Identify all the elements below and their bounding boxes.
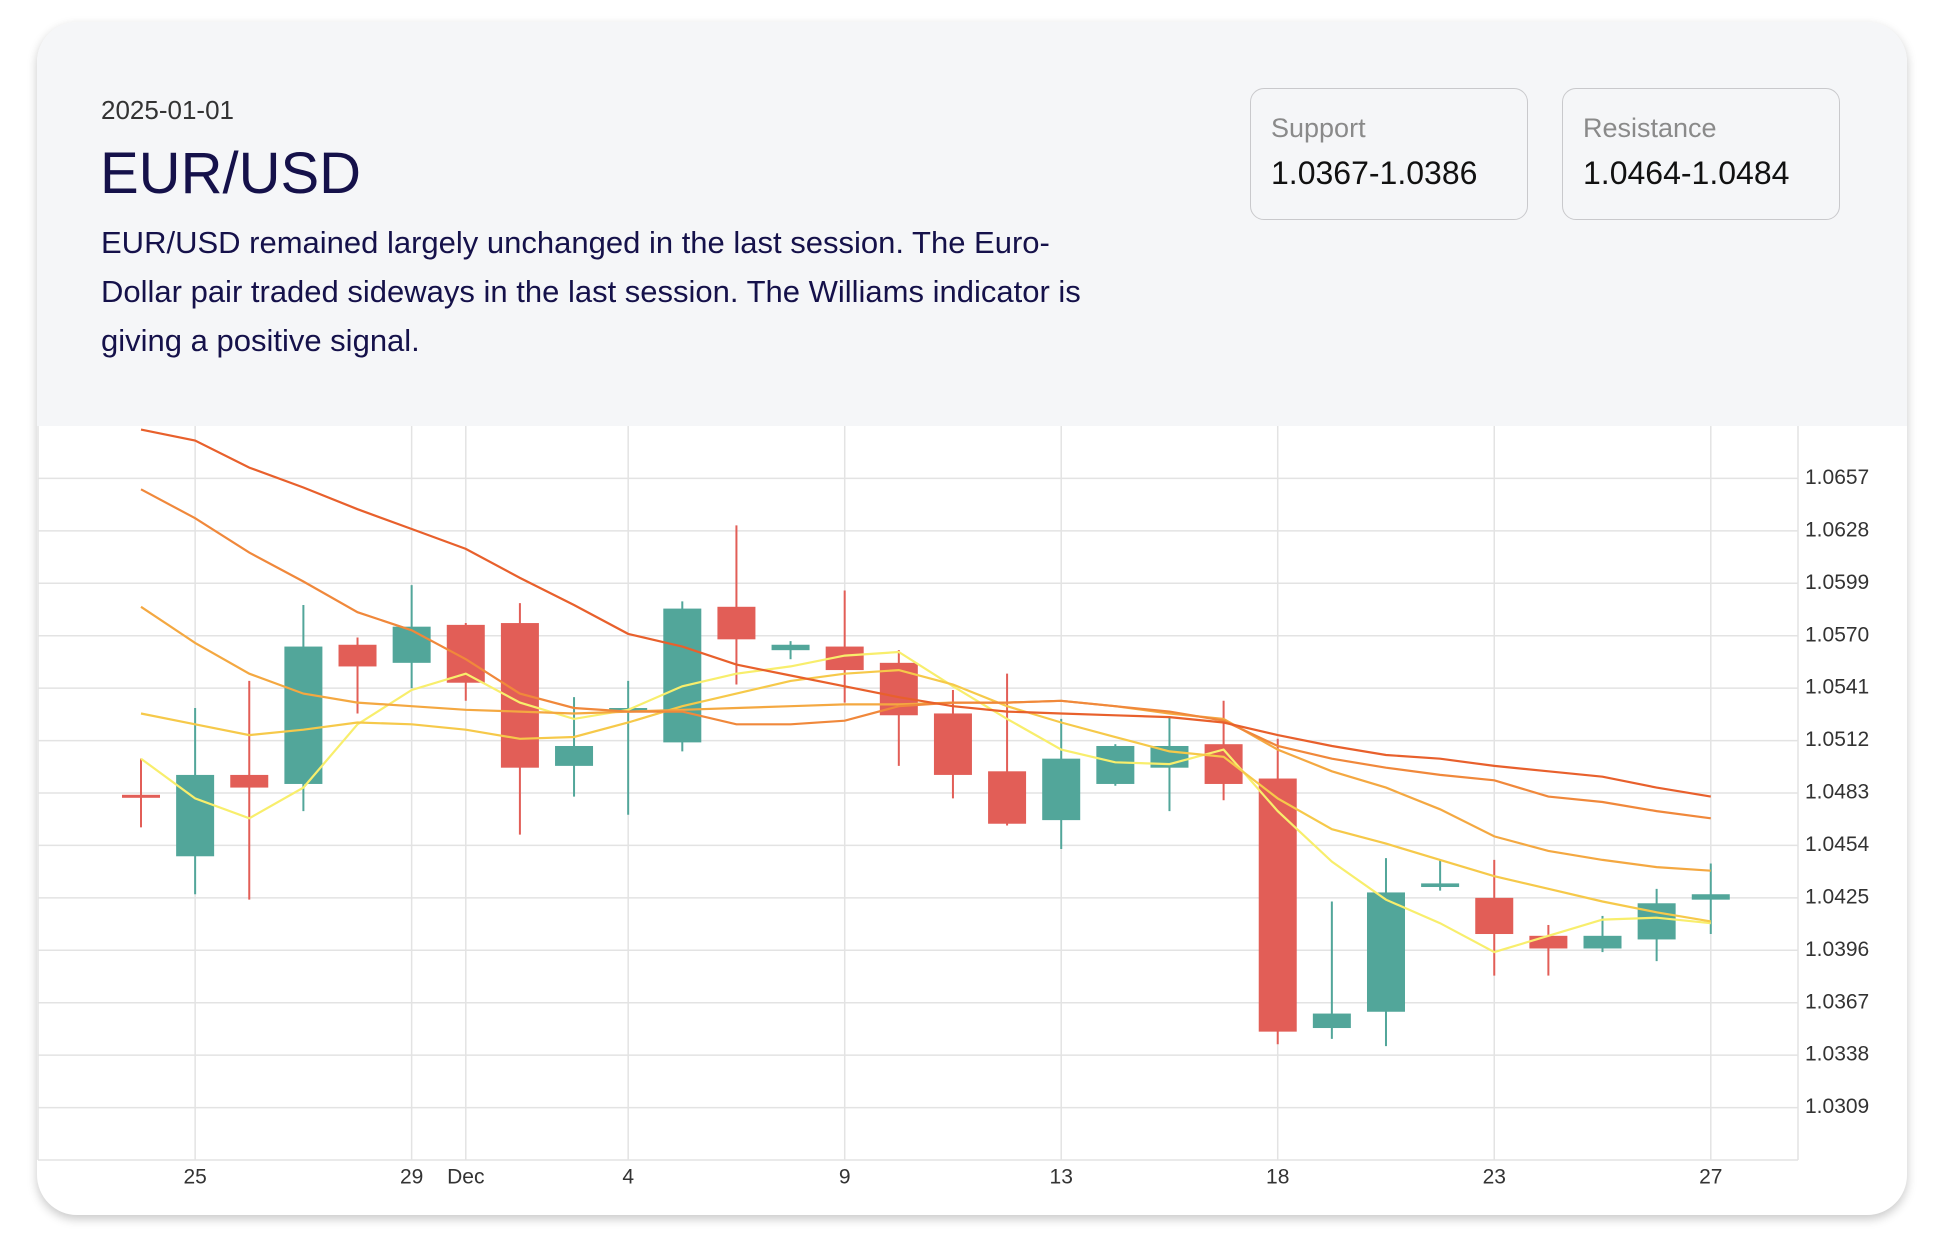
candle-body [717,606,756,640]
description: EUR/USD remained largely unchanged in th… [101,225,1081,358]
candle-body [555,745,594,766]
support-box: Support 1.0367-1.0386 [1250,88,1528,220]
x-tick-label: 27 [1699,1166,1722,1189]
candle-body [1258,778,1297,1032]
candle-body [392,626,431,663]
y-tick-label: 1.0367 [1805,990,1869,1013]
level-label: Resistance [1583,113,1717,143]
ma-line [140,650,1711,954]
x-tick-label: 25 [183,1166,206,1189]
candle-body [122,794,160,798]
candle-body [230,774,269,788]
y-tick-label: 1.0309 [1805,1095,1869,1118]
candle-body [1691,894,1730,900]
candle-body [1042,758,1081,821]
level-value: 1.0367-1.0386 [1271,155,1478,191]
header: 2025-01-01 EUR/USD EUR/USD remained larg… [37,22,1907,426]
ma-line [140,668,1711,923]
candle-body [1366,892,1405,1012]
y-tick-label: 1.0628 [1805,518,1869,541]
y-tick-label: 1.0570 [1805,623,1869,646]
candle-body [988,771,1027,824]
y-tick-label: 1.0512 [1805,728,1869,751]
y-tick-label: 1.0396 [1805,938,1869,961]
y-tick-label: 1.0338 [1805,1043,1869,1066]
y-tick-label: 1.0541 [1805,676,1869,699]
x-tick-label: 4 [622,1166,634,1189]
x-tick-label: 23 [1483,1166,1506,1189]
date: 2025-01-01 [101,95,234,125]
resistance-box: Resistance 1.0464-1.0484 [1562,88,1840,220]
level-value: 1.0464-1.0484 [1583,155,1790,191]
candle-body [1421,883,1460,888]
card: 2025-01-01 EUR/USD EUR/USD remained larg… [37,22,1907,1215]
x-tick-label: Dec [447,1166,484,1189]
candle-body [284,646,323,784]
x-tick-label: 9 [839,1166,851,1189]
y-tick-label: 1.0599 [1805,571,1869,594]
candle-body [933,713,972,775]
y-tick-label: 1.0454 [1805,833,1870,856]
candle-body [176,774,215,857]
y-tick-label: 1.0657 [1805,466,1869,489]
ma-line [140,488,1711,820]
candle-body [1096,745,1135,784]
x-tick-label: 13 [1050,1166,1073,1189]
candle-body [825,646,864,671]
candle-body [1583,935,1622,949]
candle-body [663,608,702,743]
title: EUR/USD [100,141,362,206]
level-label: Support [1271,113,1366,143]
candle-body [1529,935,1568,949]
candle-body [338,644,377,667]
candle-body [1475,897,1514,935]
y-tick-label: 1.0483 [1805,781,1869,804]
x-tick-label: 18 [1266,1166,1289,1189]
x-tick-label: 29 [400,1166,423,1189]
ma-line [140,428,1711,798]
candle-body [1312,1013,1351,1029]
candle-body [771,644,810,651]
y-tick-label: 1.0425 [1805,885,1869,908]
